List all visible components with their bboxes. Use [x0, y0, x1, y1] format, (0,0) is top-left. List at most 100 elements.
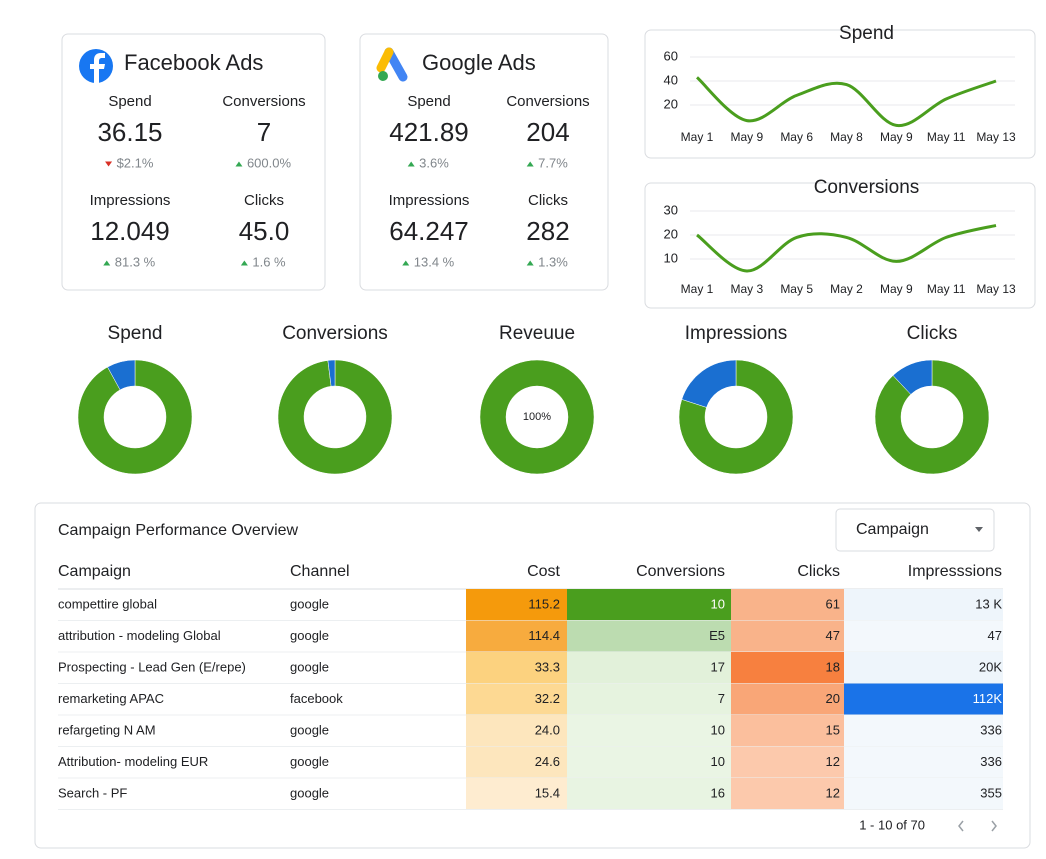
google-card [359, 33, 609, 291]
table-cell: 10 [711, 722, 725, 737]
heat-cell [844, 746, 1003, 778]
heat-cell [466, 746, 567, 778]
card-title: Facebook Ads [124, 50, 263, 75]
table-cell: facebook [290, 691, 343, 706]
heat-cell [567, 589, 731, 621]
heat-cell [844, 620, 1003, 652]
table-cell: 16 [711, 785, 725, 800]
table-cell: google [290, 754, 329, 769]
table-cell: 24.6 [535, 754, 560, 769]
donut-slice [327, 359, 336, 387]
heat-cell [731, 652, 844, 684]
metric-label: Clicks [528, 192, 568, 209]
heat-cell [466, 652, 567, 684]
donut-slice [892, 359, 933, 395]
conversions-chart-card [644, 182, 1036, 309]
metric-change: 1.3% [538, 254, 568, 269]
donut-slice [277, 359, 393, 475]
metric-change: 81.3 % [115, 254, 156, 269]
x-tick-label: May 3 [730, 282, 763, 296]
table-cell: 10 [711, 754, 725, 769]
spend-chart-card [644, 29, 1036, 159]
line [696, 223, 997, 273]
y-tick-label: 10 [664, 250, 678, 265]
table-cell: 12 [826, 785, 840, 800]
table-cell: Attribution- modeling EUR [58, 754, 208, 769]
chart-title: Conversions [814, 177, 920, 198]
metric-change: 7.7% [538, 155, 568, 170]
chart-title: Clicks [907, 323, 958, 344]
x-tick-label: May 1 [681, 282, 714, 296]
dropdown-arrow [975, 527, 983, 532]
x-tick-label: May 5 [780, 282, 813, 296]
change-arrow [526, 260, 534, 266]
x-tick-label: May 11 [927, 282, 966, 296]
y-tick-label: 30 [664, 202, 678, 217]
x-tick-label: May 2 [830, 282, 863, 296]
heat-cell [731, 715, 844, 747]
donut-slice [678, 359, 794, 475]
heat-cell [731, 778, 844, 810]
change-arrow [103, 260, 111, 266]
x-tick-label: May 6 [780, 130, 813, 144]
page-chevrons[interactable] [958, 820, 997, 832]
donut-slice [681, 359, 737, 408]
table-cell: 112K [973, 691, 1003, 706]
metric-value: 7 [257, 117, 271, 147]
donut-slice [479, 359, 595, 475]
metric-value: 64.247 [389, 216, 469, 246]
heat-cell [466, 589, 567, 621]
metric-value: 421.89 [389, 117, 469, 147]
heat-cell [731, 589, 844, 621]
change-arrow [402, 260, 410, 266]
table-cell: Search - PF [58, 785, 127, 800]
metric-value: 204 [526, 117, 569, 147]
heat-cell [567, 620, 731, 652]
change-arrow [240, 260, 248, 266]
change-arrow [526, 161, 534, 167]
table-cell: google [290, 659, 329, 674]
x-tick-label: May 11 [927, 130, 966, 144]
table-cell: 24.0 [535, 722, 560, 737]
table-cell: 61 [826, 596, 840, 611]
table-cell: 17 [711, 659, 725, 674]
change-arrow [235, 161, 243, 167]
x-tick-label: May 13 [976, 282, 1016, 296]
metric-change: 13.4 % [414, 254, 455, 269]
metric-change: 3.6% [419, 155, 449, 170]
table-cell: 114.4 [528, 628, 560, 643]
table-cell: compettire global [58, 596, 157, 611]
heat-cell [567, 652, 731, 684]
chart-title: Impressions [685, 323, 787, 344]
metric-value: 36.15 [97, 117, 162, 147]
x-tick-label: May 13 [976, 130, 1016, 144]
table-cell: 336 [980, 722, 1002, 737]
table-cell: 32.2 [535, 691, 560, 706]
table-cell: 115.2 [528, 596, 560, 611]
heat-cell [466, 778, 567, 810]
heat-cell [466, 715, 567, 747]
heat-cell [844, 778, 1003, 810]
metric-label: Conversions [222, 93, 305, 110]
filter-dropdown[interactable] [835, 508, 995, 552]
heat-cell [731, 683, 844, 715]
metric-label: Clicks [244, 192, 284, 209]
table-cell: google [290, 785, 329, 800]
metric-label: Conversions [506, 93, 589, 110]
table-cell: 20 [826, 691, 840, 706]
google-ads-logo [376, 47, 408, 82]
heat-cell [567, 715, 731, 747]
column-header: Impresssions [908, 563, 1002, 580]
change-arrow [105, 161, 113, 167]
table-cell: google [290, 628, 329, 643]
table-cell: refargeting N AM [58, 722, 156, 737]
facebook-logo [79, 49, 113, 83]
y-tick-label: 20 [664, 96, 678, 111]
pagination: 1 - 10 of 70 [859, 817, 925, 832]
table-cell: 47 [826, 628, 840, 643]
table-title: Campaign Performance Overview [58, 522, 299, 539]
table-cell: 15.4 [535, 785, 560, 800]
table-cell: 355 [980, 785, 1002, 800]
metric-label: Impressions [389, 192, 470, 209]
table-cell: 336 [980, 754, 1002, 769]
